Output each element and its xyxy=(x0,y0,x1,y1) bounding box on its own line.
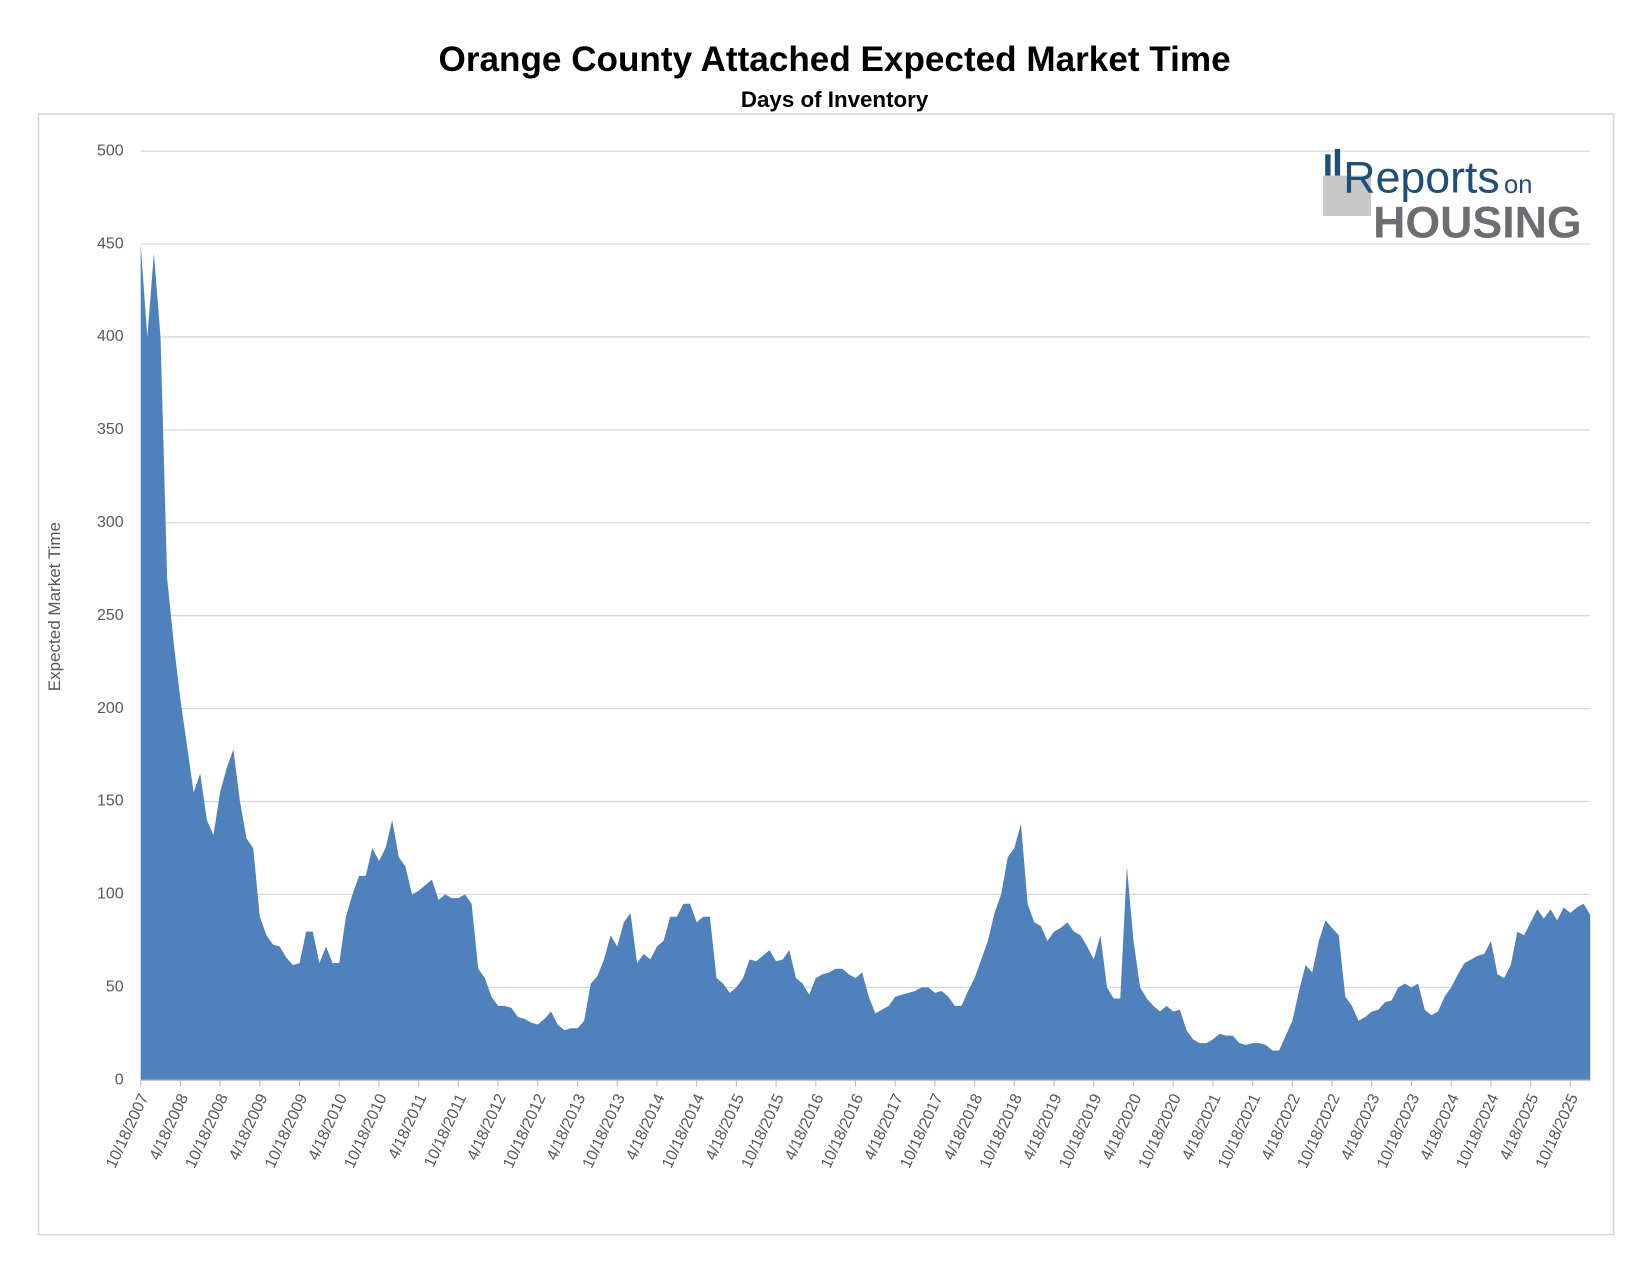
y-tick-label: 200 xyxy=(97,700,124,717)
logo-text: on xyxy=(1504,171,1532,199)
y-tick-label: 50 xyxy=(106,979,124,996)
y-axis-label: Expected Market Time xyxy=(45,522,64,691)
logo-box xyxy=(1323,175,1371,217)
y-tick-label: 300 xyxy=(97,514,124,531)
y-tick-label: 500 xyxy=(97,142,124,159)
y-tick-label: 0 xyxy=(115,1071,124,1088)
logo-text: Reports xyxy=(1343,154,1499,203)
logo-bar xyxy=(1325,154,1331,176)
area xyxy=(140,244,1591,1081)
y-tick-label: 100 xyxy=(97,886,124,903)
y-tick-label: 250 xyxy=(97,607,124,624)
y-tick-label: 150 xyxy=(97,793,124,810)
y-tick-label: 400 xyxy=(97,328,124,345)
logo-bar xyxy=(1334,148,1341,176)
chart-subtitle: Days of Inventory xyxy=(741,87,929,112)
y-tick-label: 350 xyxy=(97,421,124,438)
y-tick-label: 450 xyxy=(97,235,124,252)
logo: Reports on HOUSING xyxy=(1323,148,1582,247)
logo-text: HOUSING xyxy=(1373,198,1582,247)
chart-title: Orange County Attached Expected Market T… xyxy=(439,40,1231,79)
